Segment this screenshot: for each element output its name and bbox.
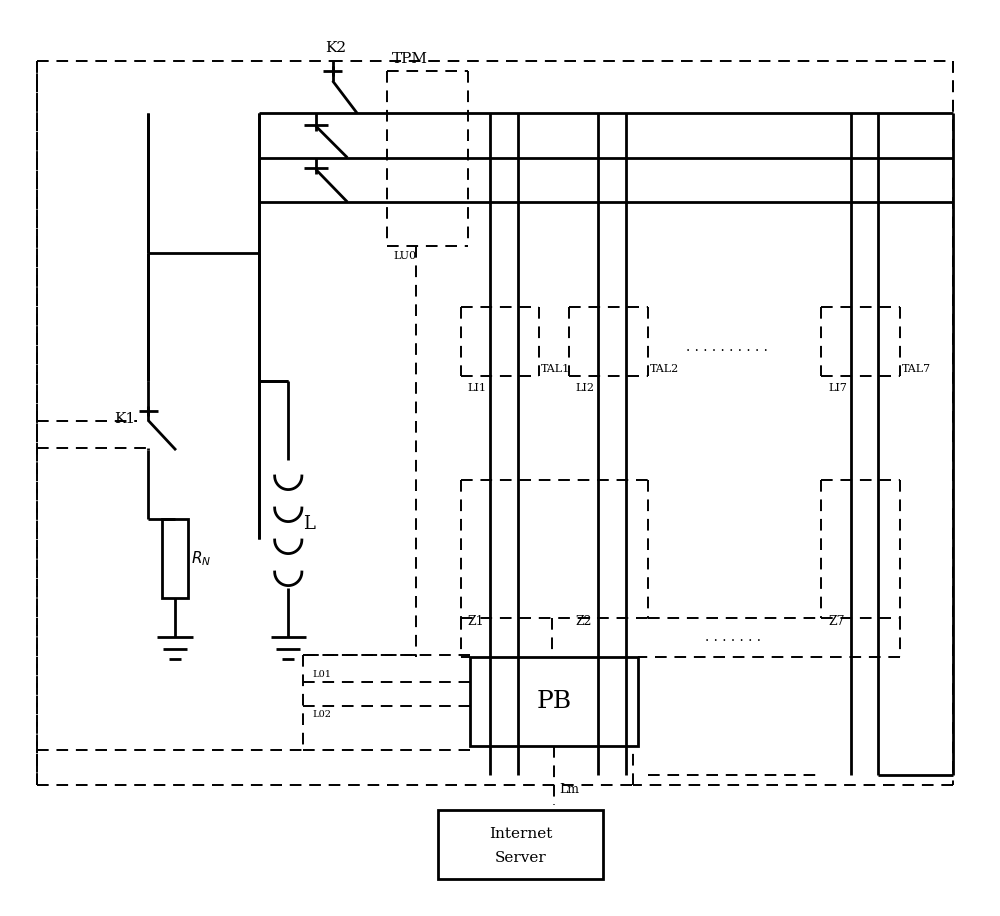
Bar: [470, 657, 638, 746]
Text: Internet: Internet: [489, 827, 552, 841]
Text: $R_N$: $R_N$: [191, 549, 211, 568]
Text: Z2: Z2: [576, 615, 592, 627]
Text: TAL2: TAL2: [650, 365, 679, 375]
Text: TAL7: TAL7: [902, 365, 931, 375]
Text: LU0: LU0: [394, 251, 417, 261]
Text: K2: K2: [325, 41, 346, 55]
Text: Z7: Z7: [828, 615, 844, 627]
Text: . . . . . . . . . .: . . . . . . . . . .: [686, 340, 767, 354]
Text: TPM: TPM: [392, 52, 428, 66]
Text: LI7: LI7: [828, 383, 847, 393]
Text: L: L: [303, 515, 315, 533]
Text: K1: K1: [114, 411, 135, 426]
Text: LI2: LI2: [576, 383, 595, 393]
Text: Server: Server: [495, 851, 547, 865]
Text: PB: PB: [537, 690, 572, 713]
Text: LI1: LI1: [468, 383, 487, 393]
Text: . . . . . . .: . . . . . . .: [705, 630, 761, 644]
Text: Z1: Z1: [468, 615, 484, 627]
Text: L02: L02: [313, 710, 332, 719]
Text: L01: L01: [313, 670, 332, 679]
Bar: [438, 810, 603, 878]
Text: Lm: Lm: [559, 783, 579, 796]
Bar: [162, 519, 188, 598]
Text: TAL1: TAL1: [541, 365, 571, 375]
